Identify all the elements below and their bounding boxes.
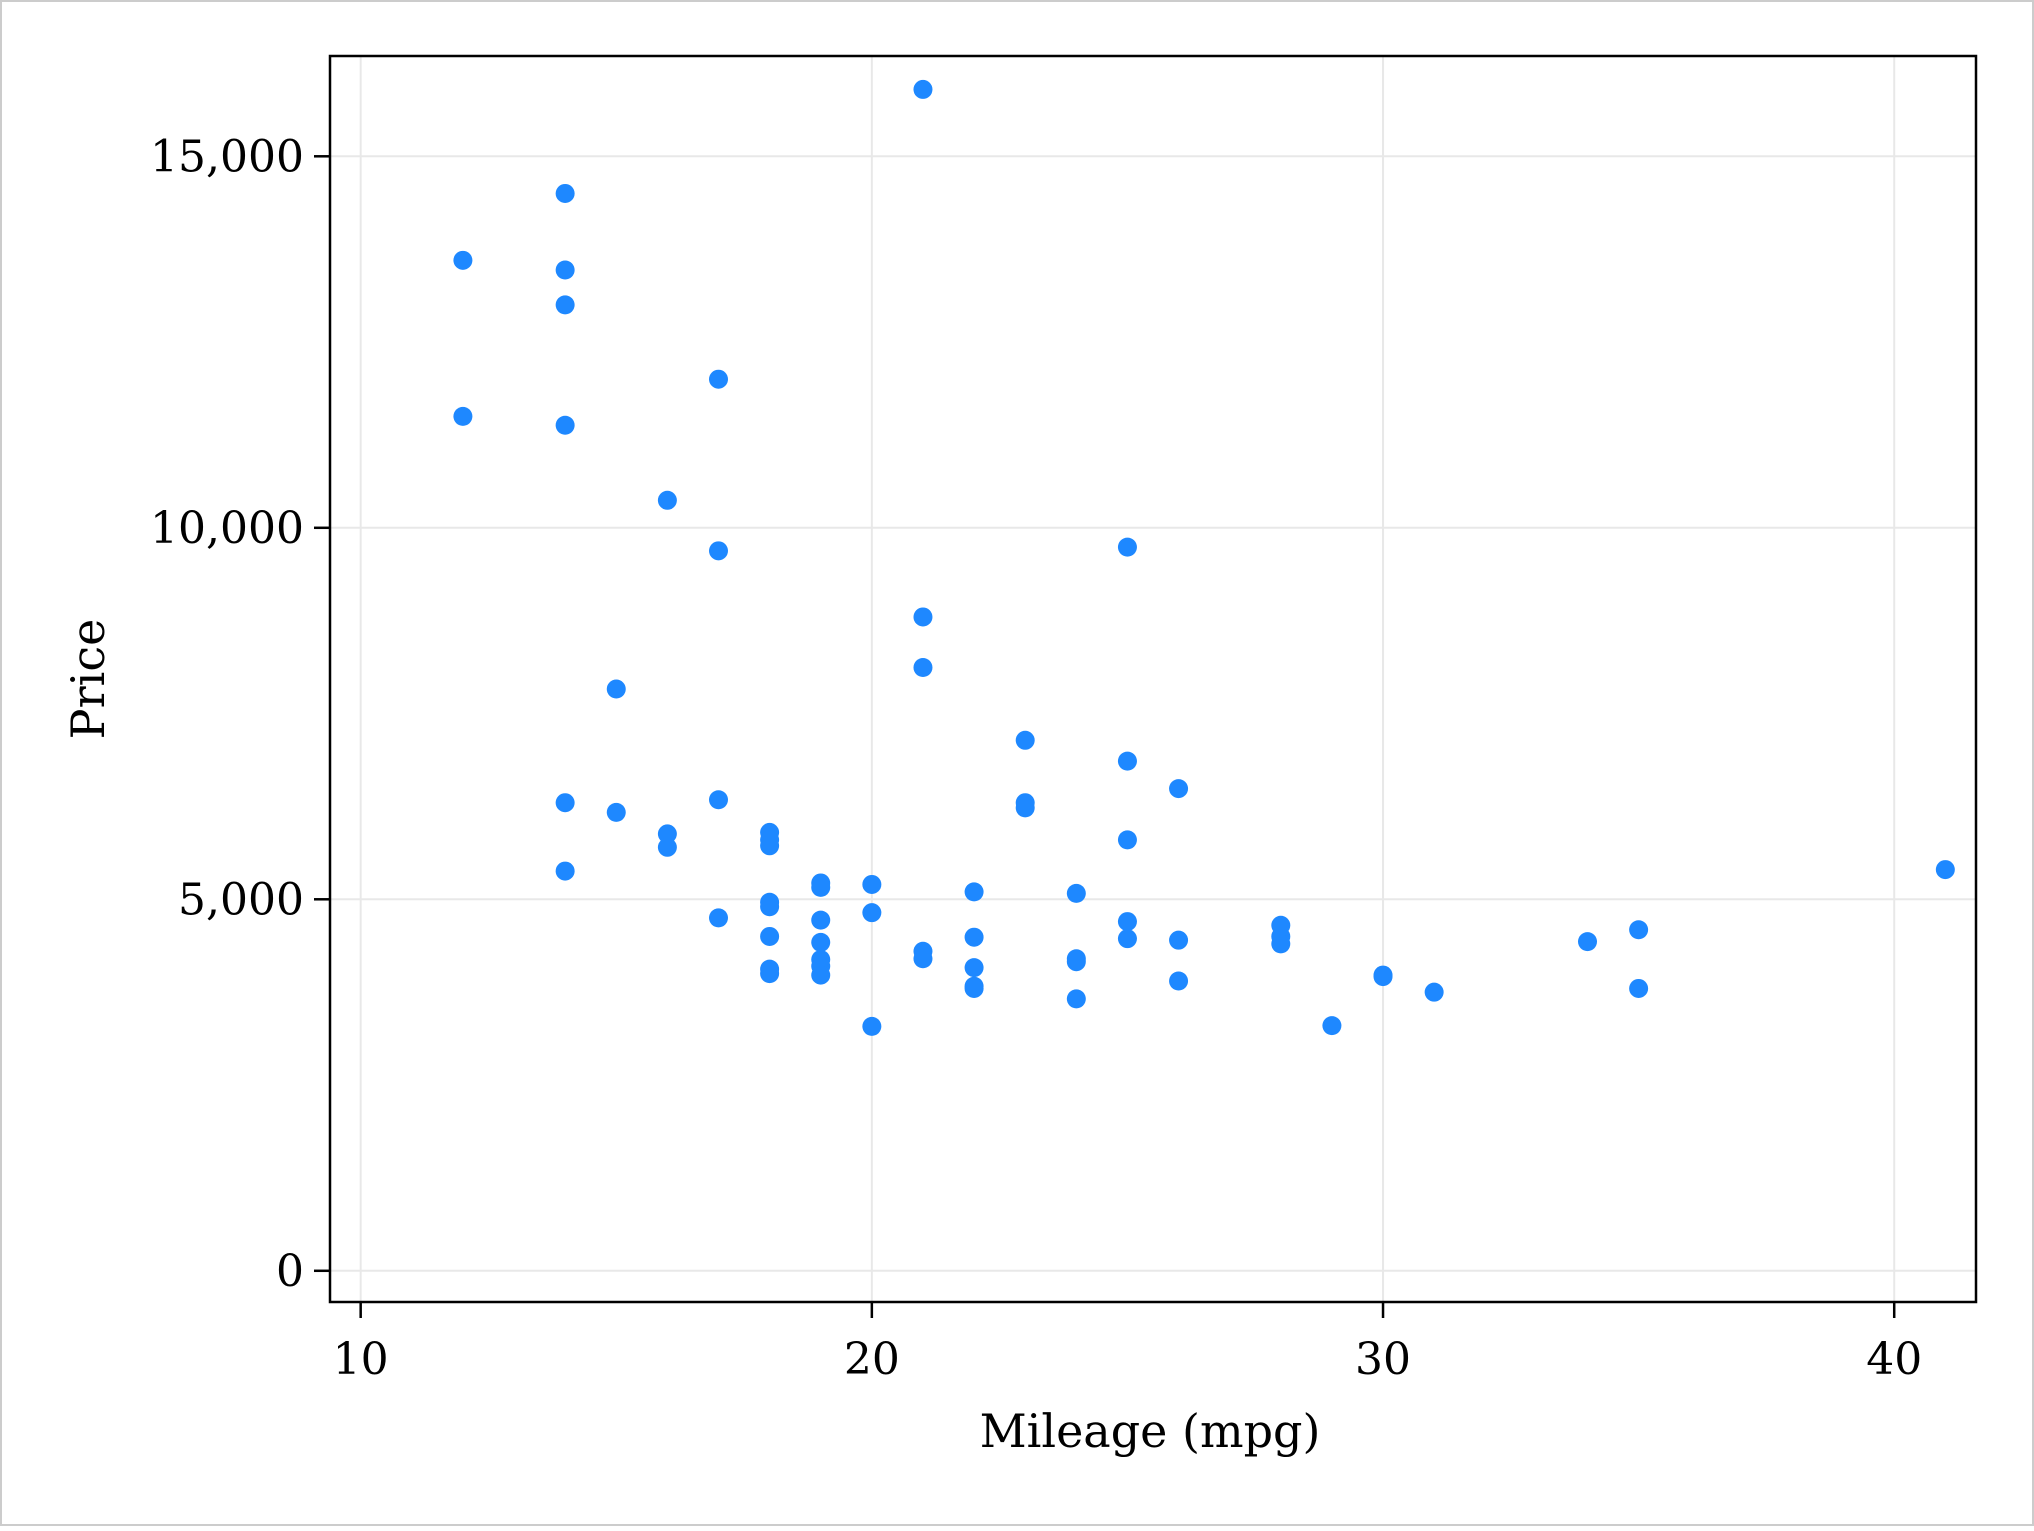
data-point — [1066, 883, 1086, 903]
data-point — [1117, 830, 1137, 850]
data-point — [555, 793, 575, 813]
data-point — [913, 607, 933, 627]
data-point — [811, 877, 831, 897]
data-point — [555, 295, 575, 315]
data-point — [555, 183, 575, 203]
data-point — [862, 1016, 882, 1036]
data-point — [657, 837, 677, 857]
data-point — [760, 897, 780, 917]
x-tick-label: 10 — [333, 1334, 389, 1385]
data-point — [555, 260, 575, 280]
data-point — [1578, 932, 1598, 952]
data-point — [1117, 929, 1137, 949]
data-point — [453, 406, 473, 426]
data-point — [1169, 930, 1189, 950]
x-tick-label: 40 — [1866, 1334, 1922, 1385]
data-point — [1935, 860, 1955, 880]
data-point — [964, 958, 984, 978]
data-point — [708, 790, 728, 810]
data-point — [964, 978, 984, 998]
data-point — [1424, 982, 1444, 1002]
data-point — [453, 250, 473, 270]
data-point — [657, 824, 677, 844]
data-point — [913, 949, 933, 969]
data-point — [1117, 912, 1137, 932]
data-point — [760, 836, 780, 856]
x-axis-title: Mileage (mpg) — [980, 1404, 1321, 1458]
data-point — [811, 932, 831, 952]
data-point — [1066, 989, 1086, 1009]
data-point — [760, 964, 780, 984]
data-point — [964, 882, 984, 902]
data-point — [1015, 730, 1035, 750]
y-tick-label: 10,000 — [150, 503, 304, 554]
data-point — [811, 910, 831, 930]
data-point — [964, 927, 984, 947]
data-point — [1066, 952, 1086, 972]
x-tick-label: 20 — [844, 1334, 900, 1385]
data-point — [1117, 751, 1137, 771]
x-tick-label: 30 — [1355, 1334, 1411, 1385]
data-point — [913, 79, 933, 99]
data-point — [606, 802, 626, 822]
data-point — [708, 908, 728, 928]
y-tick-label: 5,000 — [178, 874, 304, 925]
data-points — [453, 79, 1955, 1036]
y-tick-label: 15,000 — [150, 131, 304, 182]
data-point — [862, 874, 882, 894]
y-axis: 0 5,000 10,000 15,000 — [150, 131, 330, 1297]
data-point — [1629, 978, 1649, 998]
data-point — [1169, 971, 1189, 991]
y-tick-label: 0 — [276, 1246, 304, 1297]
y-axis-title: Price — [61, 619, 115, 740]
data-point — [1117, 537, 1137, 557]
data-point — [1169, 779, 1189, 799]
data-point — [1015, 798, 1035, 818]
data-point — [913, 657, 933, 677]
plot-frame — [328, 54, 1978, 1304]
data-point — [1271, 934, 1291, 954]
data-point — [1373, 967, 1393, 987]
data-point — [811, 965, 831, 985]
data-point — [708, 541, 728, 561]
data-point — [657, 490, 677, 510]
gridlines — [330, 56, 1976, 1302]
data-point — [708, 369, 728, 389]
data-point — [1629, 920, 1649, 940]
data-point — [555, 861, 575, 881]
data-point — [606, 679, 626, 699]
data-point — [760, 926, 780, 946]
data-point — [1322, 1016, 1342, 1036]
data-point — [862, 903, 882, 923]
data-point — [555, 415, 575, 435]
x-axis: 10 20 30 40 — [333, 1302, 1922, 1385]
